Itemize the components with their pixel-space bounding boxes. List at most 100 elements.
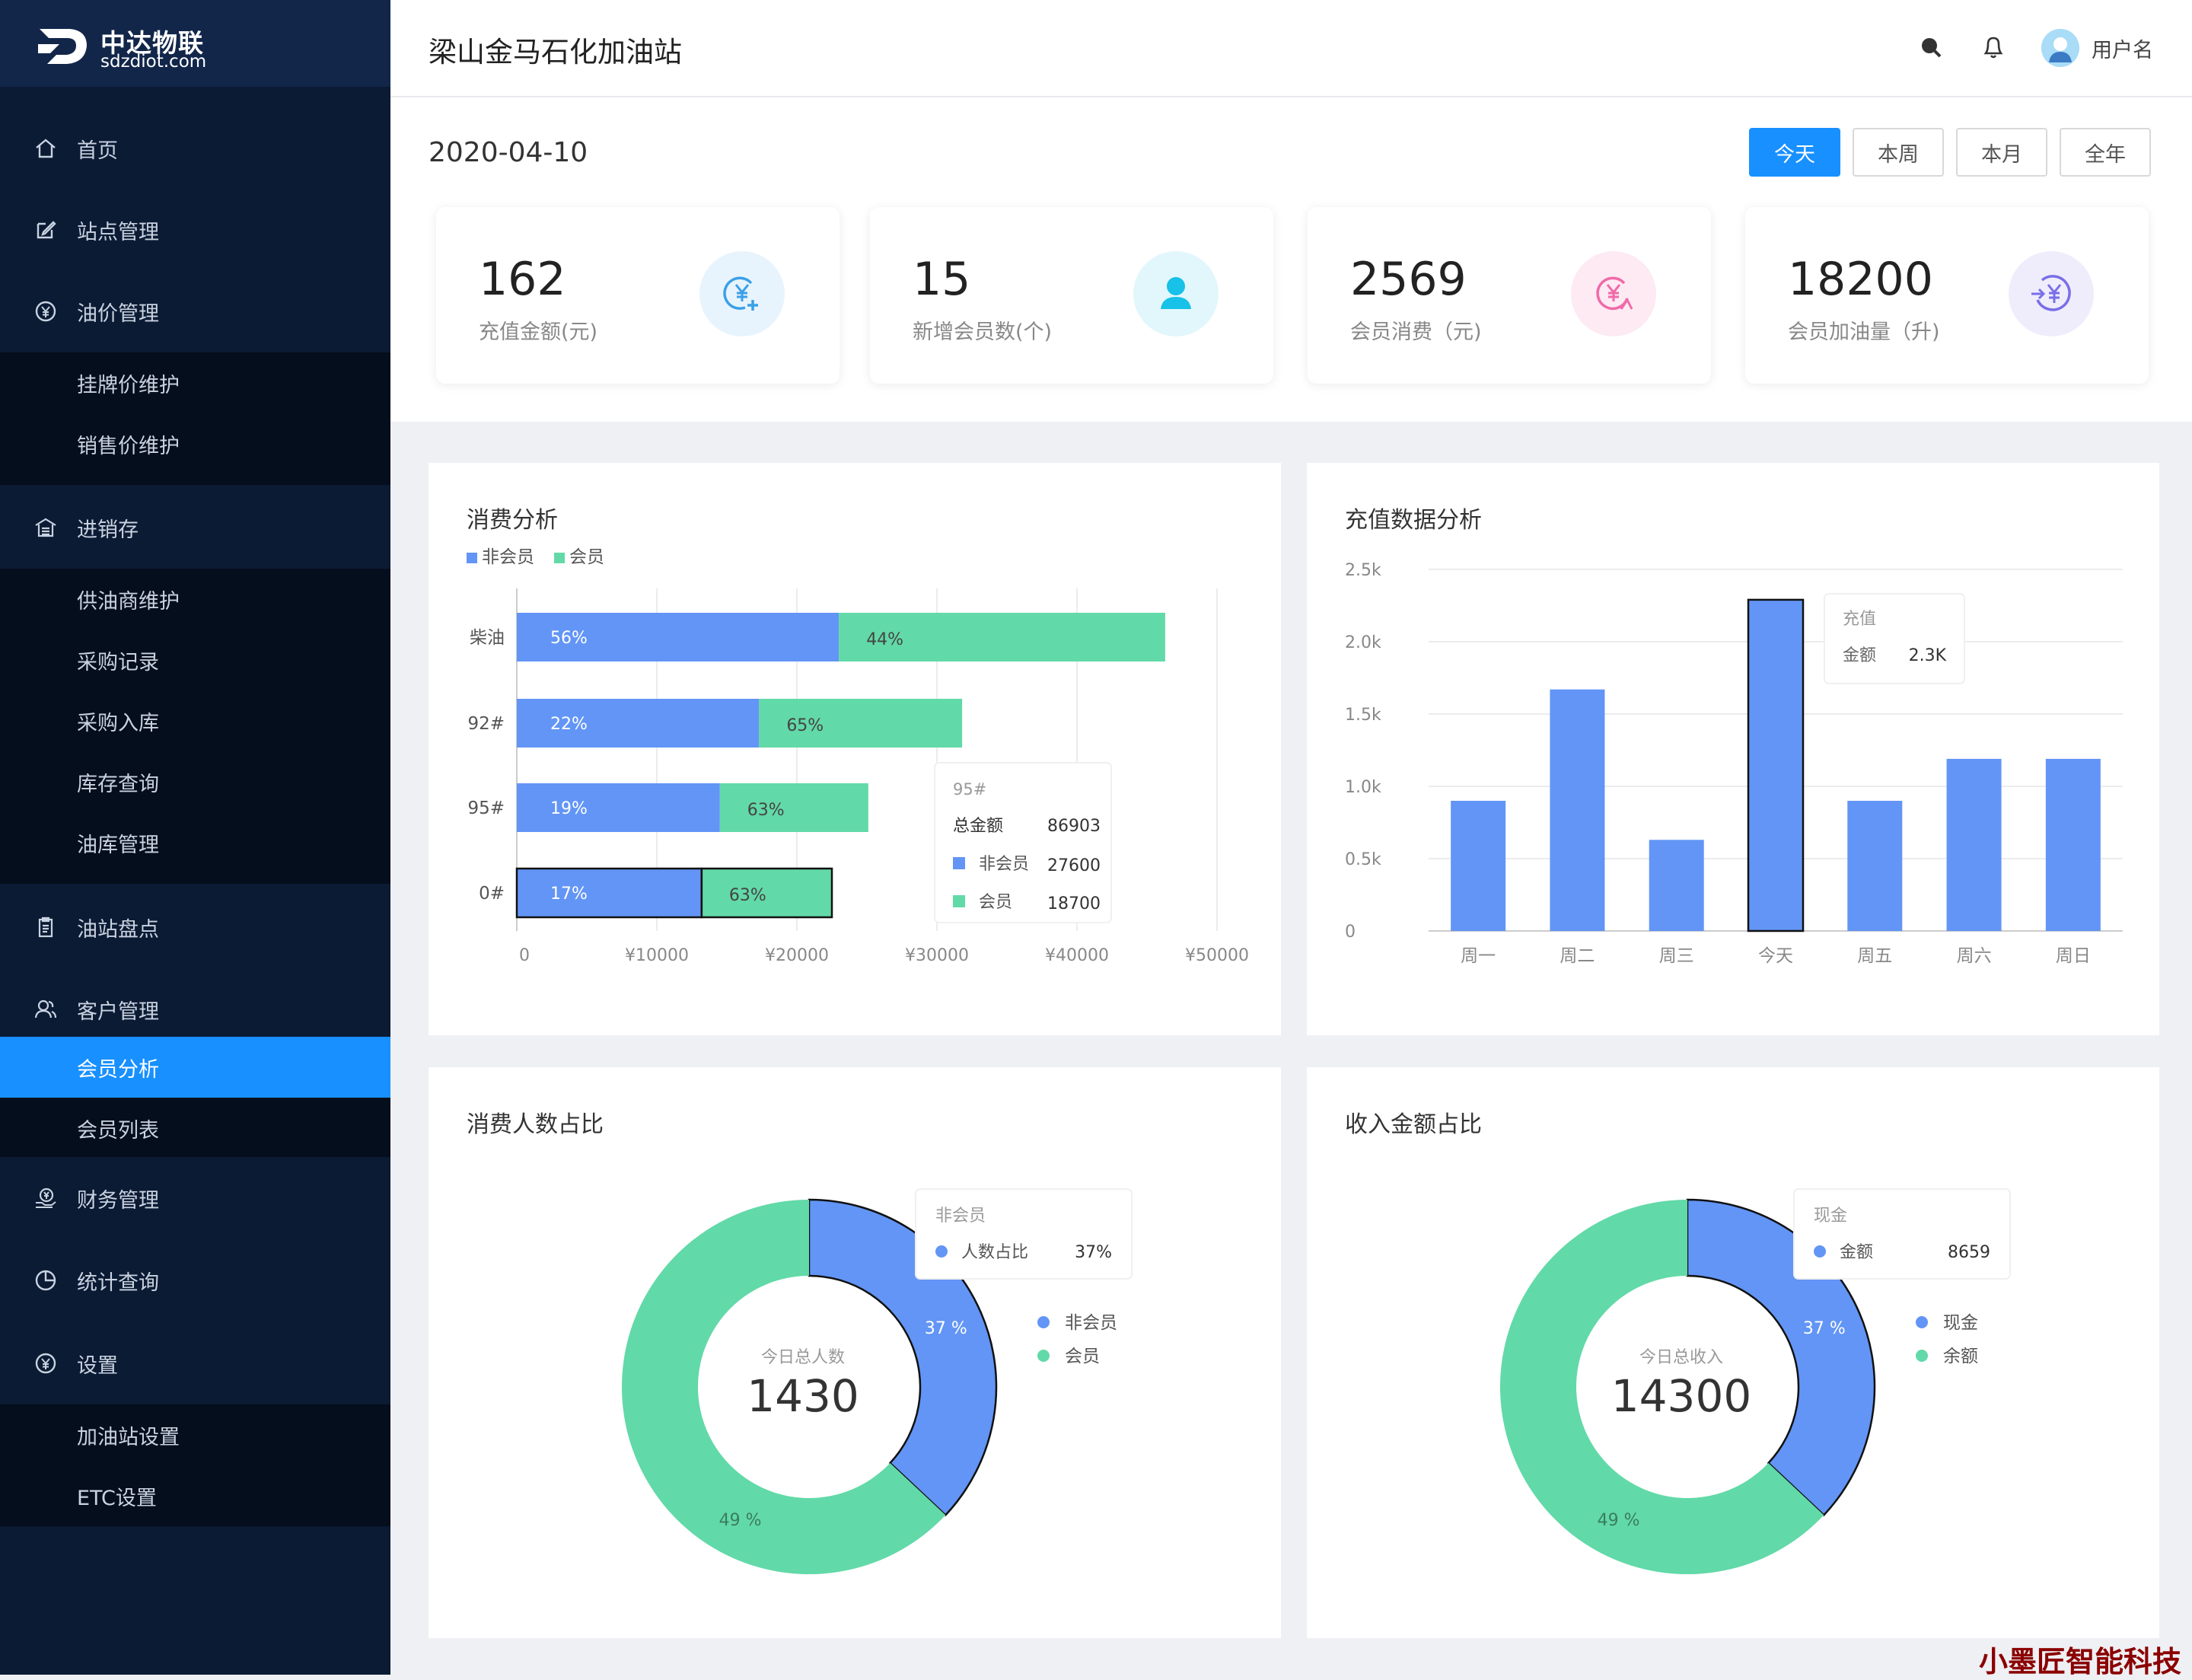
bell-icon[interactable] [1981,33,2006,61]
sidebar-item-sites[interactable]: 站点管理 [0,190,390,269]
refund-yen-icon [1571,251,1656,336]
kpi-label: 会员消费（元) [1350,320,1482,344]
y-category-label: 0# [479,884,505,904]
bar-data-label: 22% [550,715,588,734]
sidebar-item-oil-price[interactable]: 油价管理 [0,272,390,351]
bar [1649,840,1704,931]
x-tick-label: ¥40000 [1045,946,1109,965]
sidebar-subitem-sale-price[interactable]: 销售价维护 [0,413,390,474]
sidebar-subitem-etc-settings[interactable]: ETC设置 [0,1465,390,1526]
kpi-label: 充值金额(元) [479,320,598,344]
sidebar-item-label: 进销存 [77,518,139,542]
tooltip-total-value: 86903 [1047,817,1101,836]
search-icon[interactable] [1919,35,1943,59]
sidebar-subitem-label: 会员分析 [77,1057,159,1082]
sidebar-item-label: 统计查询 [77,1270,159,1295]
donut-slice-1 [1500,1200,1824,1574]
center-value: 1430 [747,1370,859,1422]
sidebar-item-inventory[interactable]: 进销存 [0,488,390,567]
sidebar-item-customers[interactable]: 客户管理 [0,970,390,1049]
panel-title: 充值数据分析 [1345,507,1482,534]
bar [2045,758,2101,931]
center-caption: 今日总人数 [761,1348,845,1367]
sidebar-item-finance[interactable]: 财务管理 [0,1159,390,1238]
bar-data-label: 44% [866,630,903,649]
tooltip-box [1824,593,1965,684]
range-week-button[interactable]: 本周 [1853,128,1944,177]
tooltip-row-label: 金额 [1840,1243,1873,1262]
sidebar-subitem-label: 加油站设置 [77,1425,180,1449]
sidebar-subitem-purchase-records[interactable]: 采购记录 [0,630,390,690]
x-tick-label: 0 [519,946,530,965]
bar-segment-member [759,699,963,748]
sidebar: 中达物联 sdzdiot.com 首页 站点管理 油价管理 挂牌价维护 销售价维… [0,0,390,1675]
y-tick-label: 2.0k [1345,633,1381,652]
yen-circle-icon [35,301,56,322]
legend-dot [1037,1350,1050,1362]
sidebar-item-settings[interactable]: 设置 [0,1324,390,1403]
y-category-label: 95# [467,799,505,818]
logo[interactable]: 中达物联 sdzdiot.com [0,0,390,87]
sidebar-subitem-member-analysis[interactable]: 会员分析 [0,1037,390,1098]
range-month-button[interactable]: 本月 [1956,128,2047,177]
tooltip-row-value: 18700 [1047,894,1101,913]
settings-yen-icon [35,1353,56,1374]
bar-segment-member [719,783,868,832]
kpi-card-recharge: 162 充值金额(元) [436,207,840,384]
kpi-label: 会员加油量（升) [1788,320,1940,344]
user-icon [1133,251,1219,336]
bar-segment-nonmember [515,867,703,919]
sidebar-subitem-station-settings[interactable]: 加油站设置 [0,1404,390,1465]
summary-section: 2020-04-10 今天 本周 本月 全年 162 充值金额(元) 15 新增… [390,97,2192,422]
tooltip-box [1793,1188,2011,1280]
kpi-value: 15 [913,253,971,306]
x-category-label: 今天 [1758,946,1793,966]
sidebar-item-label: 首页 [77,139,118,163]
kpi-label: 新增会员数(个) [913,320,1053,344]
legend-swatch-nonmember [467,553,477,563]
sidebar-subitem-purchase-in[interactable]: 采购入库 [0,690,390,751]
bar-data-label: 56% [550,629,588,648]
tooltip-title: 95# [953,780,986,799]
range-year-button[interactable]: 全年 [2060,128,2151,177]
bar-segment-nonmember [517,783,720,832]
bar-data-label: 19% [550,799,588,818]
avatar[interactable] [2041,29,2079,67]
bar [1847,801,1903,931]
income-ratio-panel: 收入金额占比 37 % 49 % 今日总收入 14300 现金 余额 现金 金额 8659 [1307,1067,2159,1638]
page-title: 梁山金马石化加油站 [429,36,682,69]
range-today-button[interactable]: 今天 [1749,128,1840,177]
sidebar-item-stocktake[interactable]: 油站盘点 [0,888,390,967]
sidebar-subitem-label: 会员列表 [77,1118,159,1143]
sidebar-item-label: 油价管理 [77,301,159,326]
x-tick-label: ¥20000 [765,946,829,965]
sidebar-item-label: 财务管理 [77,1188,159,1213]
sidebar-subitem-listed-price[interactable]: 挂牌价维护 [0,352,390,413]
sidebar-item-home[interactable]: 首页 [0,109,390,188]
y-tick-label: 2.5k [1345,561,1381,580]
sidebar-subitem-member-list[interactable]: 会员列表 [0,1098,390,1159]
username[interactable]: 用户名 [2092,39,2153,62]
slice-label: 49 % [719,1511,762,1530]
legend-label: 现金 [1943,1313,1978,1333]
bar-segment-nonmember [517,613,840,661]
tooltip-title: 非会员 [935,1207,986,1226]
tooltip-box [934,762,1112,923]
bar-segment-member [839,613,1165,661]
recharge-yen-icon [699,251,785,336]
bar [1550,689,1605,931]
tooltip-swatch [953,895,965,907]
sidebar-subitem-stock-query[interactable]: 库存查询 [0,751,390,812]
sidebar-subitem-suppliers[interactable]: 供油商维护 [0,569,390,630]
sidebar-subitem-tank-management[interactable]: 油库管理 [0,812,390,873]
bar-data-label: 65% [786,716,824,735]
sidebar-subitem-label: 库存查询 [77,772,159,796]
submenu-settings: 加油站设置 ETC设置 [0,1404,390,1526]
sidebar-subitem-label: 供油商维护 [77,589,180,614]
bar [1451,801,1506,931]
tooltip-total-label: 总金额 [953,817,1003,836]
sidebar-item-statistics[interactable]: 统计查询 [0,1241,390,1320]
y-category-label: 柴油 [470,628,505,648]
edit-icon [37,221,56,239]
